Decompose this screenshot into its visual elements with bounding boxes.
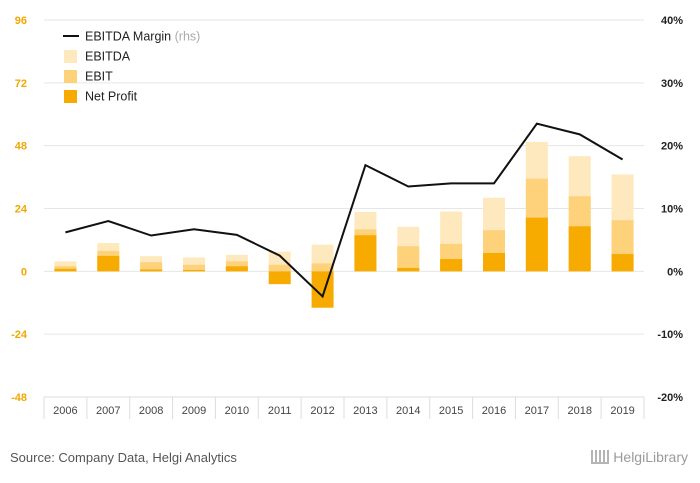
x-tick-label: 2014 [396,405,420,417]
source-note: Source: Company Data, Helgi Analytics [10,450,237,465]
x-tick-label: 2017 [525,405,549,417]
y-tick-label: 48 [15,141,27,153]
y-tick-label: -24 [11,329,28,341]
legend: EBITDA Margin (rhs) EBITDA EBIT Net Profit [63,30,200,104]
y2-tick-label: 30% [661,78,683,90]
bar [268,264,291,272]
y2-tick-label: 10% [661,204,683,216]
x-tick-label: 2012 [310,405,334,417]
bar [97,255,120,272]
x-tick-label: 2008 [139,405,163,417]
legend-swatch [64,50,77,63]
bar [225,266,248,272]
x-tick-label: 2007 [96,405,120,417]
bar [54,268,77,272]
x-tick-label: 2018 [567,405,591,417]
bar [397,267,420,272]
y-tick-label: 24 [15,204,28,216]
brand-logo[interactable]: HelgiLibrary [591,449,688,465]
bar [611,254,634,272]
y-tick-label: -48 [11,392,27,404]
legend-label: EBITDA [85,50,131,64]
bar [140,262,163,272]
bar [268,271,291,285]
x-tick-label: 2009 [182,405,206,417]
y2-tick-label: -20% [657,392,683,404]
legend-label: Net Profit [85,90,138,104]
x-tick-label: 2016 [482,405,506,417]
bar [183,264,205,272]
y2-tick-label: -10% [657,329,683,341]
bar [311,263,334,272]
legend-swatch [64,90,77,103]
brand-name: HelgiLibrary [613,449,688,465]
y-tick-label: 72 [15,78,27,90]
bar-series-net-profit [54,217,634,308]
y-tick-label: 0 [21,266,27,278]
bar [183,270,205,272]
bar [483,253,505,272]
bar [397,246,420,272]
y2-tick-label: 0% [667,266,683,278]
y2-tick-label: 40% [661,15,683,27]
x-tick-label: 2013 [353,405,377,417]
line-series-ebitda-margin [65,122,624,299]
legend-label: EBIT [85,70,113,84]
legend-label-suffix: (rhs) [171,30,200,44]
legend-swatch [64,70,77,83]
bar [440,259,463,272]
bar [525,217,548,272]
x-tick-label: 2011 [268,405,292,417]
library-icon [591,450,610,464]
y2-tick-label: 20% [661,141,683,153]
x-tick-label: 2006 [53,405,77,417]
y-tick-label: 96 [15,15,27,27]
x-tick-label: 2019 [610,405,634,417]
bar [140,269,163,272]
x-tick-label: 2010 [225,405,249,417]
bar [568,226,591,272]
bar [354,235,377,272]
x-tick-label: 2015 [439,405,463,417]
legend-label: EBITDA Margin (rhs) [85,30,200,44]
